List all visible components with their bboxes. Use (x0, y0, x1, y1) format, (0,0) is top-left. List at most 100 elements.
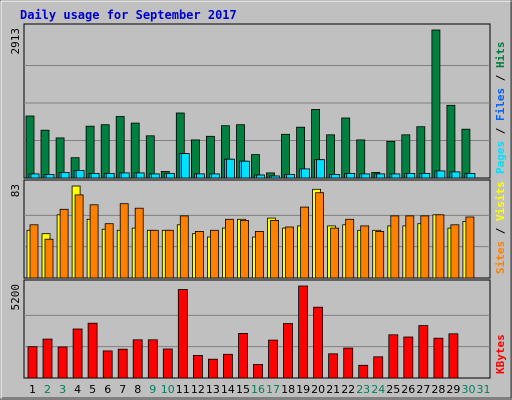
sites-bar-day-10 (164, 229, 174, 279)
kbytes-bar-day-12 (192, 354, 203, 379)
kbytes-bar-day-14 (222, 353, 233, 379)
pages-bar-day-14 (225, 158, 235, 179)
sites-bar-day-24 (375, 230, 385, 279)
pages-bar-day-22 (346, 172, 356, 179)
kbytes-bar-day-3 (57, 346, 68, 379)
pages-bar-day-12 (195, 173, 205, 179)
legend-part: Sites (494, 241, 507, 274)
x-tick-label-day-19: 19 (296, 383, 310, 396)
pages-bar-day-2 (45, 173, 55, 179)
x-tick-label-day-11: 11 (176, 383, 190, 396)
kbytes-bar-day-7 (117, 348, 128, 379)
hits-bar-day-21 (326, 134, 336, 179)
x-tick-label-day-31: 31 (477, 383, 491, 396)
x-tick-label-day-29: 29 (446, 383, 460, 396)
pages-bar-day-21 (331, 173, 341, 179)
kbytes-bar-day-9 (147, 339, 158, 379)
kbytes-bar-day-16 (253, 363, 263, 379)
x-tick-label-day-17: 17 (266, 383, 280, 396)
sites-bar-day-27 (420, 215, 430, 279)
hits-bar-day-5 (85, 125, 95, 179)
pages-bar-day-4 (75, 169, 85, 179)
kbytes-bar-day-5 (87, 322, 98, 379)
chart-panels: 2913 Pages / Files / Hits 83 Sites / Visits… (9, 23, 507, 379)
kbytes-bar-day-24 (373, 356, 384, 379)
legend-part: KBytes (494, 334, 507, 374)
sites-bar-day-29 (450, 224, 460, 279)
kbytes-bar-day-18 (283, 323, 293, 379)
kbytes-bar-day-26 (403, 336, 414, 379)
x-tick-label-day-14: 14 (221, 383, 235, 396)
pages-bar-day-28 (436, 170, 446, 179)
chart-title: Daily usage for September 2017 (20, 8, 237, 22)
legend-part: Visits (494, 181, 507, 221)
hits-bar-day-30 (461, 128, 471, 179)
hits-bar-day-27 (416, 126, 426, 179)
sites-bar-day-28 (435, 214, 445, 279)
sites-bar-day-3 (59, 208, 69, 279)
x-tick-label-day-2: 2 (44, 383, 51, 396)
kbytes-bar-day-20 (313, 306, 324, 379)
sites-bar-day-13 (209, 229, 219, 279)
legend-part: / (494, 68, 507, 88)
sites-bar-day-26 (405, 215, 415, 279)
x-tick-label-day-1: 1 (29, 383, 36, 396)
x-tick-label-day-3: 3 (59, 383, 66, 396)
pages-bar-day-5 (90, 172, 100, 179)
sites-bar-day-23 (360, 225, 370, 279)
kbytes-bar-day-25 (388, 334, 399, 379)
pages-bar-day-30 (466, 172, 476, 179)
pages-bar-day-23 (361, 173, 371, 179)
pages-bar-day-16 (256, 174, 265, 179)
kbytes-bar-day-15 (238, 332, 248, 379)
kbytes-bar-day-17 (268, 339, 278, 379)
pages-bar-day-20 (316, 159, 326, 179)
kbytes-bar-day-4 (72, 328, 83, 379)
legend-visits-sites: Sites / Visits (494, 181, 507, 274)
hits-bar-day-22 (341, 117, 351, 179)
pages-bar-day-13 (210, 173, 220, 179)
x-tick-label-day-13: 13 (206, 383, 220, 396)
sites-bar-day-14 (224, 218, 234, 279)
x-tick-label-day-23: 23 (356, 383, 370, 396)
hits-bar-day-23 (356, 139, 366, 179)
pages-bar-day-18 (286, 173, 295, 179)
pages-bar-day-1 (30, 173, 40, 179)
x-tick-label-day-15: 15 (236, 383, 250, 396)
panel-hits-files-pages: 2913 Pages / Files / Hits (9, 23, 507, 179)
pages-bar-day-11 (180, 153, 190, 179)
x-tick-label-day-21: 21 (326, 383, 340, 396)
x-tick-label-day-20: 20 (311, 383, 325, 396)
x-tick-label-day-26: 26 (401, 383, 415, 396)
kbytes-bar-day-11 (177, 289, 188, 379)
kbytes-bar-day-23 (358, 364, 369, 379)
legend-part: Files (494, 88, 507, 121)
sites-bar-day-2 (44, 238, 54, 279)
x-tick-label-day-22: 22 (341, 383, 355, 396)
hits-bar-day-3 (55, 137, 65, 179)
y-max-label-visits-sites: 83 (9, 184, 22, 197)
hits-bar-day-9 (145, 135, 155, 179)
kbytes-bar-day-13 (207, 358, 218, 379)
panel-kbytes: 5200 KBytes (9, 279, 507, 379)
x-tick-label-day-4: 4 (74, 383, 81, 396)
pages-bar-day-19 (301, 168, 311, 179)
hits-bar-day-2 (40, 129, 50, 179)
pages-bar-day-3 (60, 171, 70, 179)
legend-part: Hits (494, 42, 507, 69)
kbytes-bar-day-1 (27, 346, 38, 379)
series-kbytes (27, 285, 459, 379)
hits-bar-day-12 (190, 139, 200, 179)
x-tick-label-day-24: 24 (371, 383, 385, 396)
pages-bar-day-10 (165, 172, 175, 179)
sites-bar-day-4 (74, 194, 84, 279)
hits-bar-day-16 (251, 154, 260, 179)
x-tick-label-day-6: 6 (104, 383, 111, 396)
series-pages (30, 153, 476, 179)
x-tick-label-day-25: 25 (386, 383, 400, 396)
sites-bar-day-20 (315, 192, 325, 279)
sites-bar-day-7 (119, 203, 129, 279)
y-max-label-hits-files-pages: 2913 (9, 28, 22, 55)
pages-bar-day-24 (376, 173, 386, 179)
